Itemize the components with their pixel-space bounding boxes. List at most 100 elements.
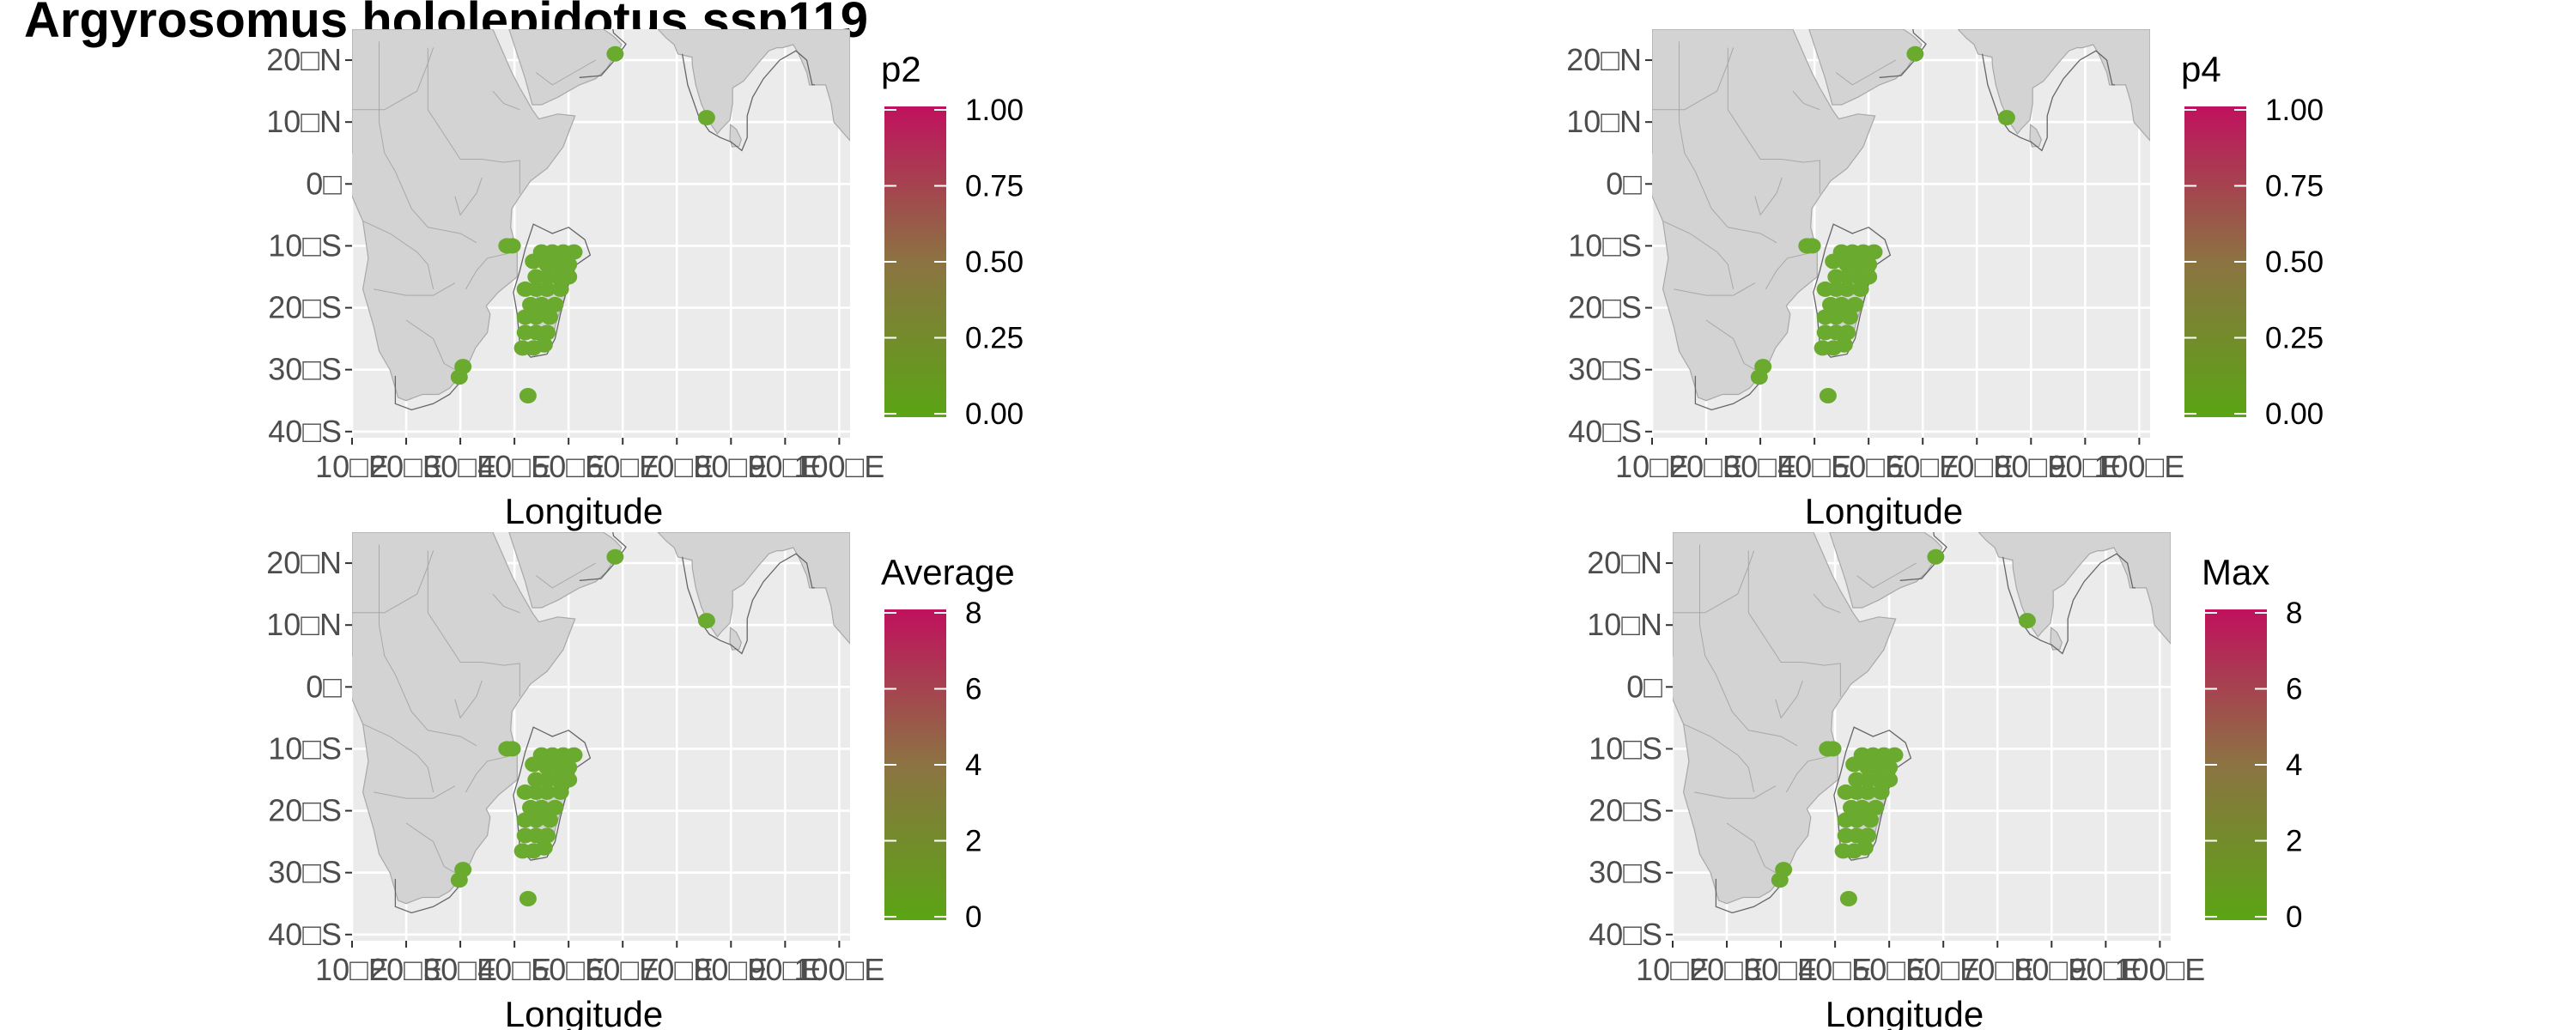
legend-title: p2 (881, 49, 921, 89)
range-outline-arabia (579, 29, 627, 78)
occurrence-cell (1856, 839, 1874, 856)
y-tick-label: 30□S (1568, 352, 1642, 387)
occurrence-cell (1851, 281, 1869, 297)
y-tick-label: 20□S (1568, 290, 1642, 325)
occurrence-cell (1859, 827, 1876, 844)
x-tick-label: 80□E (694, 449, 768, 484)
map-plot: 20□N10□N0□10□S20□S30□S40□S 10□E20□E30□E4… (266, 29, 1024, 531)
country-border (394, 674, 477, 747)
y-tick-label: 10□N (1566, 104, 1642, 139)
map-panel-p4: 20□N 10□N 0□ 10□S 20□S 30□S 40□S 10□E 20□E 30□E 4… (1300, 0, 2399, 531)
occurrence-cell (1859, 784, 1876, 800)
country-border (1782, 159, 1820, 194)
x-axis: 10□E20□E30□E40□E50□E60□E70□E80□E90□E100□… (315, 941, 884, 987)
country-border (465, 251, 515, 290)
country-border (1765, 251, 1815, 290)
country-border (454, 177, 483, 216)
x-tick-label: 70□E (640, 449, 714, 484)
country-border (1727, 47, 1783, 160)
country-border (1715, 674, 1798, 747)
occurrence-cell (525, 253, 543, 270)
color-legend: p2 1.00 0.75 0.50 0.25 0.00 (881, 49, 1024, 431)
x-tick-label: 50□E (1832, 449, 1905, 484)
occurrence-cell (1865, 244, 1883, 260)
legend-break-label: 0.00 (965, 397, 1024, 431)
y-tick-label: 10□S (268, 730, 342, 766)
legend-break-label: 2 (965, 825, 981, 858)
map-plot: 20□N10□N0□10□S20□S30□S40□S 10□E20□E30□E4… (1587, 532, 2302, 1030)
occurrence-cell (1825, 253, 1843, 270)
occurrence-cells (450, 548, 715, 906)
occurrence-cell (532, 296, 550, 312)
occurrence-cell (1886, 747, 1904, 763)
occurrence-cell (697, 613, 715, 629)
map-plot: 20□N10□N0□10□S20□S30□S40□S 10□E20□E30□E4… (266, 532, 1015, 1030)
country-border (1674, 282, 1756, 296)
x-tick-label: 30□E (423, 952, 497, 987)
occurrence-cell (560, 269, 578, 285)
range-outline-arabia (1899, 532, 1947, 581)
occurrence-cell (1832, 296, 1850, 312)
x-tick-label: 10□E (1636, 952, 1710, 987)
x-tick-label: 100□E (2114, 952, 2205, 987)
occurrence-cell (1819, 388, 1837, 403)
country-border (454, 680, 483, 719)
country-border (1856, 562, 1917, 589)
occurrence-cell (606, 548, 624, 565)
y-tick-label: 0□ (306, 669, 342, 704)
legend-break-label: 6 (2286, 673, 2302, 706)
occurrence-cell (527, 812, 545, 828)
range-outline-madagascar (513, 223, 592, 358)
country-border (1802, 662, 1841, 697)
occurrence-cell (1838, 281, 1856, 297)
occurrence-cells (1771, 548, 2036, 906)
legend-title: Average (881, 552, 1015, 592)
country-border (352, 550, 434, 614)
sri-lanka-landmass (729, 123, 742, 148)
y-tick-label: 10□N (266, 104, 342, 139)
occurrence-cell (551, 784, 569, 800)
occurrence-cell (1838, 324, 1856, 341)
occurrence-cell (538, 281, 556, 297)
occurrence-cell (535, 839, 553, 856)
color-legend: Average 8 6 4 2 0 (881, 552, 1015, 934)
country-border (482, 662, 520, 697)
occurrence-cell (546, 799, 564, 815)
country-border (427, 47, 483, 160)
legend-break-label: 0.50 (2265, 245, 2324, 279)
occurrence-cell (1824, 741, 1842, 757)
country-border (492, 593, 520, 614)
x-tick-label: 30□E (1744, 952, 1818, 987)
occurrence-cell (1872, 784, 1890, 800)
country-border (1679, 41, 1696, 173)
map-panel-p2: 20□N 10□N 0□ 10□S 20□S 30□S 40□S 10□E 20□E 30□E 4… (0, 0, 1099, 531)
occurrence-cell (551, 281, 569, 297)
occurrence-cell (560, 257, 578, 273)
x-tick-label: 60□E (1906, 952, 1980, 987)
x-tick-label: 10□E (1615, 449, 1689, 484)
y-tick-label: 0□ (306, 166, 342, 201)
occurrence-cell (1750, 369, 1768, 385)
legend-break-label: 0.00 (2265, 397, 2324, 431)
y-tick-label: 10□S (1589, 730, 1662, 766)
legend-break-label: 4 (965, 748, 981, 782)
y-tick-label: 40□S (268, 917, 342, 952)
color-legend: p4 1.00 0.75 0.50 0.25 0.00 (2181, 49, 2324, 431)
map-panel-average: 20□N 10□N 0□ 10□S 20□S 30□S 40□S 10□E 20□E 30□E 4… (0, 503, 1099, 1030)
occurrence-cell (1997, 110, 2015, 126)
x-tick-label: 90□E (2069, 952, 2142, 987)
legend-break-label: 0.75 (2265, 170, 2324, 203)
x-axis-title: Longitude (1826, 994, 1984, 1030)
sri-lanka-landmass (729, 626, 742, 651)
occurrence-cell (1880, 772, 1899, 788)
y-axis: 20□N 10□N 0□ 10□S 20□S 30□S 40□S (266, 545, 352, 952)
x-tick-label: 10□E (315, 952, 389, 987)
occurrence-cell (519, 388, 537, 403)
map-plot: 20□N10□N0□10□S20□S30□S40□S 10□E20□E30□E4… (1566, 29, 2324, 531)
country-border (362, 724, 434, 793)
x-tick-label: 50□E (532, 952, 605, 987)
x-tick-label: 60□E (1886, 449, 1959, 484)
x-tick-label: 90□E (748, 952, 822, 987)
y-tick-label: 0□ (1626, 669, 1662, 704)
y-tick-label: 20□S (268, 290, 342, 325)
